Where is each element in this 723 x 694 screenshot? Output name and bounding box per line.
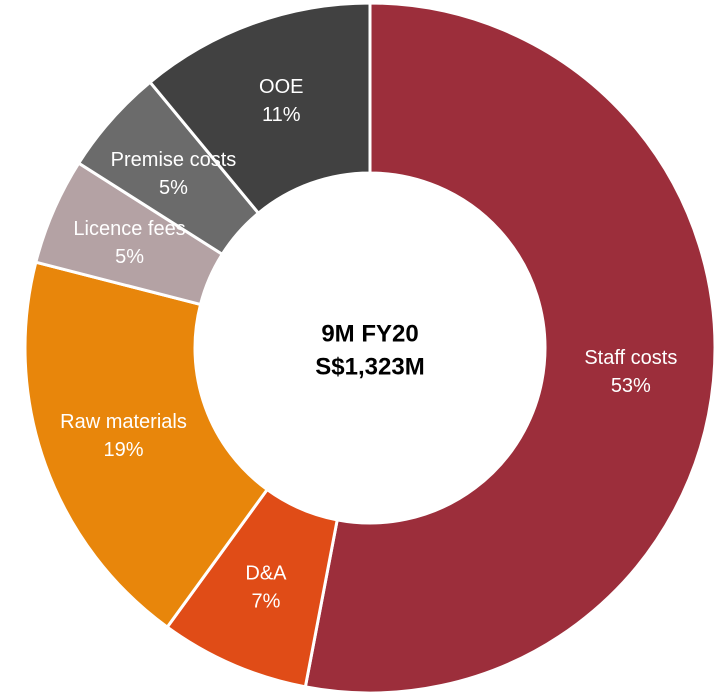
slice-label: D&A bbox=[245, 563, 287, 585]
slice-value-label: 11% bbox=[262, 104, 301, 126]
slice-value-label: 5% bbox=[159, 177, 188, 199]
center-subtitle: S$1,323M bbox=[315, 353, 424, 380]
slice-value-label: 5% bbox=[115, 246, 144, 268]
labels: Staff costs 53% D&A 7% Raw materials 19% Licen… bbox=[60, 76, 677, 613]
slice-label: Premise costs bbox=[111, 149, 237, 171]
slice bbox=[147, 1, 372, 216]
slice-label: Licence fees bbox=[73, 218, 185, 240]
slice-label: OOE bbox=[259, 76, 303, 98]
slices bbox=[23, 1, 717, 694]
slice bbox=[23, 260, 270, 630]
slice-value-label: 53% bbox=[611, 375, 651, 397]
slice-label: Staff costs bbox=[584, 347, 677, 369]
slice-label: Raw materials bbox=[60, 411, 187, 433]
center-title: 9M FY20 bbox=[321, 320, 418, 347]
slice-value-label: 19% bbox=[103, 439, 143, 461]
slice bbox=[303, 1, 717, 694]
slice-value-label: 7% bbox=[251, 591, 280, 613]
